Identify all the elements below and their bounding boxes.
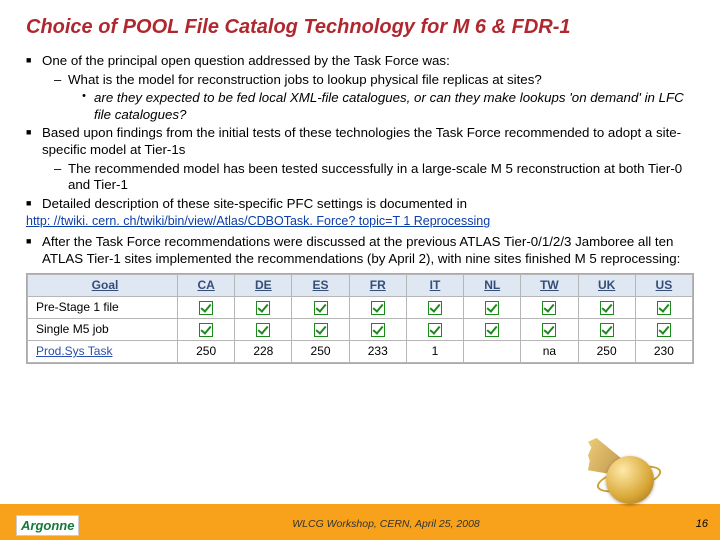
check-icon — [485, 323, 499, 337]
table-body: Pre-Stage 1 fileSingle M5 jobProd.Sys Ta… — [28, 297, 693, 363]
table-cell: na — [521, 341, 578, 363]
bullet-l2: What is the model for reconstruction job… — [54, 72, 694, 89]
check-icon — [371, 323, 385, 337]
col-es: ES — [292, 275, 349, 297]
check-icon — [542, 323, 556, 337]
table-cell — [521, 319, 578, 341]
table-cell — [349, 319, 406, 341]
table-cell: 228 — [235, 341, 292, 363]
table-cell: 250 — [292, 341, 349, 363]
trophy-icon — [590, 430, 660, 510]
table-cell — [464, 341, 521, 363]
table-cell — [578, 319, 635, 341]
check-icon — [657, 301, 671, 315]
table-cell — [178, 319, 235, 341]
check-icon — [371, 301, 385, 315]
col-it: IT — [406, 275, 463, 297]
table-cell — [178, 297, 235, 319]
col-goal: Goal — [28, 275, 178, 297]
col-de: DE — [235, 275, 292, 297]
slide-body: One of the principal open question addre… — [26, 53, 694, 364]
table-cell: 230 — [635, 341, 692, 363]
check-icon — [428, 301, 442, 315]
slide: Choice of POOL File Catalog Technology f… — [0, 0, 720, 540]
col-tw: TW — [521, 275, 578, 297]
bullet-l3: are they expected to be fed local XML-fi… — [82, 90, 694, 123]
slide-title: Choice of POOL File Catalog Technology f… — [26, 16, 694, 39]
col-fr: FR — [349, 275, 406, 297]
table-header-row: Goal CA DE ES FR IT NL TW UK US — [28, 275, 693, 297]
row-label: Prod.Sys Task — [28, 341, 178, 363]
bullet-l1: One of the principal open question addre… — [26, 53, 694, 70]
check-icon — [199, 301, 213, 315]
doc-link[interactable]: http: //twiki. cern. ch/twiki/bin/view/A… — [26, 214, 694, 230]
table-cell — [635, 297, 692, 319]
check-icon — [428, 323, 442, 337]
table-cell — [406, 319, 463, 341]
table-cell: 233 — [349, 341, 406, 363]
table-cell — [635, 319, 692, 341]
row-label: Single M5 job — [28, 319, 178, 341]
check-icon — [199, 323, 213, 337]
table-cell — [406, 297, 463, 319]
check-icon — [314, 323, 328, 337]
table-cell — [292, 319, 349, 341]
bullet-l1: Based upon findings from the initial tes… — [26, 125, 694, 158]
check-icon — [657, 323, 671, 337]
check-icon — [256, 301, 270, 315]
table-cell — [235, 319, 292, 341]
table-row: Single M5 job — [28, 319, 693, 341]
table-row: Pre-Stage 1 file — [28, 297, 693, 319]
check-icon — [600, 323, 614, 337]
col-us: US — [635, 275, 692, 297]
check-icon — [485, 301, 499, 315]
footer-text: WLCG Workshop, CERN, April 25, 2008 — [26, 518, 720, 530]
check-icon — [600, 301, 614, 315]
table-cell — [578, 297, 635, 319]
status-table: Goal CA DE ES FR IT NL TW UK US Pre-Stag… — [26, 273, 694, 364]
col-nl: NL — [464, 275, 521, 297]
table-cell — [464, 319, 521, 341]
check-icon — [542, 301, 556, 315]
table-cell: 250 — [178, 341, 235, 363]
table-cell: 1 — [406, 341, 463, 363]
table-cell: 250 — [578, 341, 635, 363]
table-cell — [235, 297, 292, 319]
check-icon — [314, 301, 328, 315]
bullet-l2: The recommended model has been tested su… — [54, 161, 694, 194]
table-cell — [464, 297, 521, 319]
col-ca: CA — [178, 275, 235, 297]
table-row: Prod.Sys Task2502282502331na250230 — [28, 341, 693, 363]
table-cell — [292, 297, 349, 319]
check-icon — [256, 323, 270, 337]
page-number: 16 — [696, 518, 708, 530]
table-cell — [521, 297, 578, 319]
table-cell — [349, 297, 406, 319]
bullet-l1: After the Task Force recommendations wer… — [26, 234, 694, 267]
row-label: Pre-Stage 1 file — [28, 297, 178, 319]
bullet-l1: Detailed description of these site-speci… — [26, 196, 694, 213]
col-uk: UK — [578, 275, 635, 297]
